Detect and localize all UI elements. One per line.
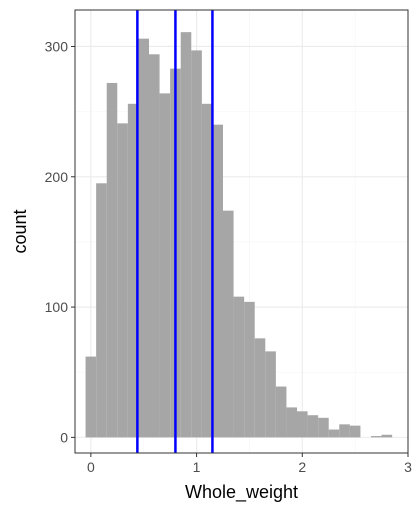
histogram-bar xyxy=(159,93,171,438)
histogram-bar xyxy=(275,386,287,438)
histogram-bar xyxy=(254,338,266,438)
histogram-bar xyxy=(286,407,297,438)
histogram-bars xyxy=(85,32,393,438)
histogram-bar xyxy=(96,183,107,438)
histogram-bar xyxy=(318,417,329,438)
x-tick-label: 1 xyxy=(193,459,201,475)
histogram-bar xyxy=(349,425,361,438)
histogram-bar xyxy=(138,38,149,438)
x-axis-ticks: 0 1 2 3 xyxy=(87,453,412,475)
y-axis-ticks: 0 100 200 300 xyxy=(45,38,75,445)
histogram-bar xyxy=(297,411,308,438)
x-tick-label: 2 xyxy=(298,459,306,475)
y-tick-label: 100 xyxy=(45,299,69,315)
histogram-bar xyxy=(328,429,340,438)
vertical-reference-lines xyxy=(136,10,214,453)
y-tick-label: 200 xyxy=(45,169,69,185)
y-tick-label: 300 xyxy=(45,38,69,54)
histogram-bar xyxy=(191,50,202,438)
histogram-bar xyxy=(381,434,393,438)
plot-panel-border xyxy=(74,9,409,454)
x-tick-label: 3 xyxy=(404,459,412,475)
histogram-bar xyxy=(117,123,128,438)
histogram-bar xyxy=(307,415,319,438)
histogram-bar xyxy=(85,356,97,438)
histogram-bar xyxy=(223,210,234,438)
histogram-bar xyxy=(371,436,382,438)
histogram-bar xyxy=(265,351,276,438)
y-axis-title: count xyxy=(10,209,30,253)
histogram-bar xyxy=(149,54,160,438)
x-tick-label: 0 xyxy=(87,459,95,475)
histogram-bar xyxy=(212,124,223,438)
histogram-bar xyxy=(339,424,350,438)
histogram-bar xyxy=(244,301,255,438)
histogram-bar xyxy=(233,296,245,438)
histogram-bar xyxy=(106,82,118,438)
histogram-bar xyxy=(127,103,139,438)
histogram-bar xyxy=(180,32,192,438)
x-axis-title: Whole_weight xyxy=(185,482,298,503)
y-tick-label: 0 xyxy=(60,429,68,445)
histogram-bar xyxy=(201,103,213,438)
